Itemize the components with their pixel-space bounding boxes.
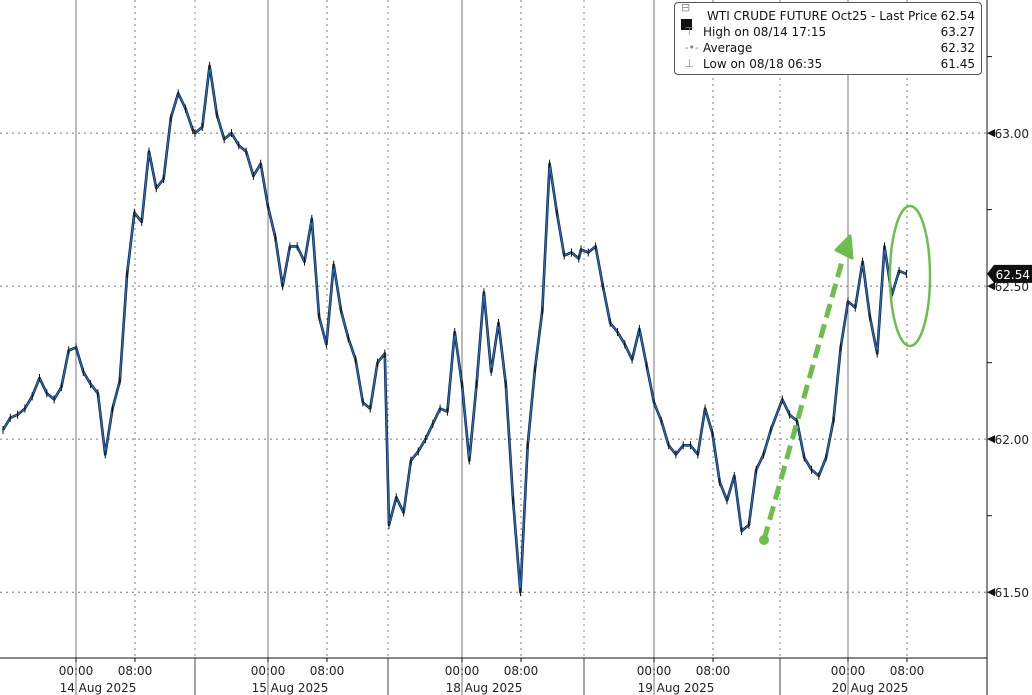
- price-line: [2, 65, 907, 593]
- x-day-label: 15 Aug 2025: [252, 681, 329, 695]
- legend-last-price: 62.54: [940, 9, 975, 23]
- y-tick-label: 61.50: [995, 586, 1029, 600]
- green-dashed-arrow: [761, 257, 846, 541]
- arrow-start-dot: [759, 535, 769, 545]
- legend-label: High on 08/14 17:15: [703, 25, 827, 39]
- x-tick-label: 08:00: [696, 664, 731, 678]
- x-tick-label: 00:00: [251, 664, 286, 678]
- legend-title-row: ⊟ WTI CRUDE FUTURE Oct25 - Last Price 62…: [681, 1, 975, 30]
- x-day-label: 18 Aug 2025: [446, 681, 523, 695]
- last-price-label: 62.54: [996, 268, 1030, 282]
- x-tick-label: 08:00: [310, 664, 345, 678]
- y-tick-marker: [987, 282, 995, 291]
- x-day-label: 19 Aug 2025: [638, 681, 715, 695]
- legend-value: 61.45: [940, 57, 975, 71]
- x-tick-label: 00:00: [637, 664, 672, 678]
- y-tick-marker: [987, 129, 995, 138]
- x-tick-label: 00:00: [445, 664, 480, 678]
- y-tick-marker: [987, 435, 995, 444]
- arrow-head: [834, 234, 854, 260]
- x-tick-label: 00:00: [59, 664, 94, 678]
- legend-label: Low on 08/18 06:35: [703, 57, 823, 71]
- grid: [0, 0, 987, 695]
- x-tick-label: 00:00: [831, 664, 866, 678]
- y-tick-label: 63.00: [995, 127, 1029, 141]
- x-tick-label: 08:00: [118, 664, 153, 678]
- legend-value: 63.27: [940, 25, 975, 39]
- y-tick-marker: [987, 588, 995, 597]
- last-price-marker: [987, 264, 1032, 283]
- legend: ⊟ WTI CRUDE FUTURE Oct25 - Last Price 62…: [674, 1, 982, 75]
- low-marker-icon: ⊥: [681, 57, 695, 70]
- legend-row-low: ⊥ Low on 08/18 06:35 61.45: [681, 56, 975, 72]
- collapse-icon[interactable]: ⊟: [681, 0, 703, 32]
- x-tick-label: 08:00: [890, 664, 925, 678]
- legend-title: WTI CRUDE FUTURE Oct25 - Last Price: [707, 9, 938, 23]
- legend-row-high: ⊤ High on 08/14 17:15 63.27: [681, 24, 975, 40]
- average-marker-icon: -•-: [681, 41, 699, 54]
- legend-row-average: -•- Average 62.32: [681, 40, 975, 56]
- price-series: [1, 61, 907, 597]
- legend-value: 62.32: [940, 41, 975, 55]
- legend-label: Average: [703, 41, 753, 55]
- series-swatch-icon: [681, 18, 692, 30]
- x-tick-label: 08:00: [504, 664, 539, 678]
- y-tick-label: 62.00: [995, 433, 1029, 447]
- x-day-label: 20 Aug 2025: [832, 681, 909, 695]
- x-day-label: 14 Aug 2025: [60, 681, 137, 695]
- y-tick-label: 62.50: [995, 280, 1029, 294]
- green-ellipse-highlight: [888, 204, 932, 348]
- annotations: [759, 204, 932, 545]
- high-marker-icon: ⊤: [681, 25, 695, 38]
